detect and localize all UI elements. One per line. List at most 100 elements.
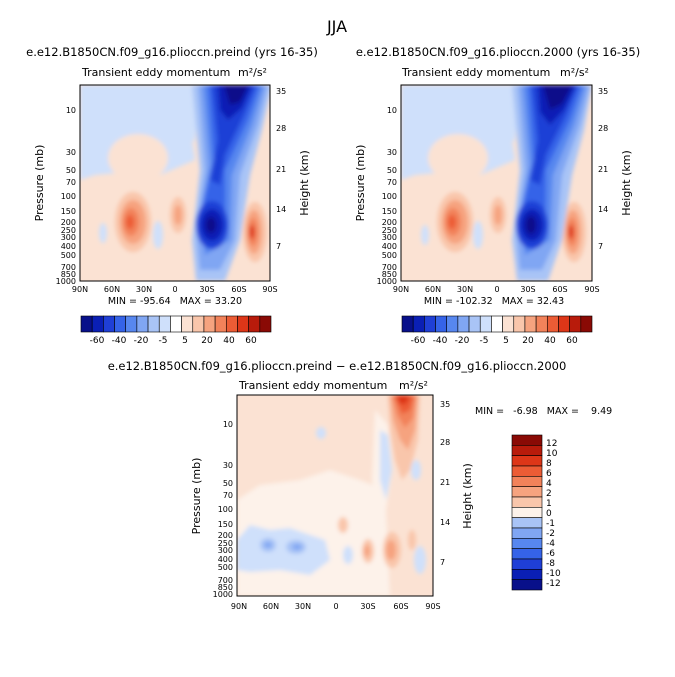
y-tick-label: 300 xyxy=(218,546,233,555)
x-tick-label: 0 xyxy=(494,285,499,294)
height-tick-label: 28 xyxy=(276,124,286,133)
y-axis-left: 10 30 50 70 100 150 200 250 300 400 500 … xyxy=(56,106,76,286)
colorbar-swatch xyxy=(491,315,503,333)
heatmap-field xyxy=(237,395,433,596)
x-axis: 90N 60N 30N 0 30S 60S 90S xyxy=(231,602,441,611)
x-tick-label: 90S xyxy=(425,602,440,611)
colorbar-swatch xyxy=(511,548,543,560)
y-tick-label: 200 xyxy=(61,218,76,227)
plot-frame xyxy=(400,84,593,282)
panel-subtitle: Transient eddy momentum xyxy=(401,66,550,79)
colorbar-swatch xyxy=(546,315,559,333)
colorbar-swatch xyxy=(511,558,543,570)
height-tick-label: 28 xyxy=(598,124,608,133)
colorbar-label: 12 xyxy=(546,439,557,449)
heatmap-field xyxy=(80,85,270,281)
colorbar-swatch xyxy=(511,465,543,477)
x-tick-label: 30S xyxy=(360,602,375,611)
height-tick-label: 28 xyxy=(440,438,450,447)
colorbar-label: 60 xyxy=(566,336,578,346)
y-axis-left: 10 30 50 70 100 150 200 250 300 400 500 … xyxy=(377,106,397,286)
colorbar-labels: -60 -40 -20 -5 5 20 40 60 xyxy=(90,336,257,346)
colorbar-label: -1 xyxy=(546,519,555,529)
height-tick-label: 21 xyxy=(598,165,608,174)
x-tick-label: 60S xyxy=(393,602,408,611)
colorbar-swatch xyxy=(103,315,115,333)
colorbar-label: 4 xyxy=(546,479,552,489)
colorbar-swatch xyxy=(446,315,459,333)
colorbar-label: 2 xyxy=(546,489,552,499)
y-tick-label: 150 xyxy=(382,207,397,216)
height-tick-label: 14 xyxy=(276,205,286,214)
y-tick-label: 100 xyxy=(61,192,76,201)
colorbar-swatch xyxy=(524,315,537,333)
colorbar-label: 60 xyxy=(245,336,257,346)
y-tick-label: 50 xyxy=(223,479,233,488)
y-axis-right: 35 28 21 14 7 xyxy=(276,87,286,251)
colorbar-label: 20 xyxy=(201,336,213,346)
y-axis-left: 10 30 50 70 100 150 200 250 300 400 500 … xyxy=(213,420,233,599)
colorbar-swatch xyxy=(511,507,543,518)
colorbar-swatch xyxy=(181,315,194,333)
colorbar-swatch xyxy=(511,569,543,580)
y-tick-label: 1000 xyxy=(377,277,397,286)
colorbar-labels: -60 -40 -20 -5 5 20 40 60 xyxy=(411,336,578,346)
colorbar-label: -20 xyxy=(455,336,470,346)
colorbar-swatch xyxy=(558,315,570,333)
panel-units: m²/s² xyxy=(399,379,428,392)
min-max-stats: MIN = -6.98 MAX = 9.49 xyxy=(475,406,612,417)
x-tick-label: 0 xyxy=(172,285,177,294)
colorbar-swatch xyxy=(511,538,543,549)
x-tick-label: 60N xyxy=(263,602,279,611)
panel-title: e.e12.B1850CN.f09_g16.plioccn.preind (yr… xyxy=(26,45,318,59)
colorbar-label: -40 xyxy=(112,336,127,346)
colorbar-swatch xyxy=(225,315,238,333)
y-tick-label: 700 xyxy=(382,263,397,272)
colorbar-swatch xyxy=(147,315,160,333)
x-tick-label: 90N xyxy=(231,602,247,611)
y-tick-label: 150 xyxy=(61,207,76,216)
y-tick-label: 700 xyxy=(61,263,76,272)
y-axis-right: 35 28 21 14 7 xyxy=(598,87,608,251)
height-tick-label: 21 xyxy=(276,165,286,174)
y-tick-label: 400 xyxy=(218,555,233,564)
y-tick-label: 500 xyxy=(218,563,233,572)
y-axis-label: Pressure (mb) xyxy=(354,145,367,222)
colorbar-swatch xyxy=(511,496,543,508)
panel-subtitle: Transient eddy momentum xyxy=(238,379,387,392)
plot-frame xyxy=(79,84,271,282)
colorbar xyxy=(80,315,272,333)
colorbar-label: -2 xyxy=(546,529,555,539)
y-tick-label: 400 xyxy=(61,242,76,251)
figure-title: JJA xyxy=(326,17,347,36)
colorbar-swatch xyxy=(412,315,425,333)
x-tick-label: 30N xyxy=(136,285,152,294)
colorbar-label: -6 xyxy=(546,549,555,559)
colorbar-label: 5 xyxy=(182,336,188,346)
colorbar-swatch xyxy=(580,315,593,333)
colorbar-swatch xyxy=(237,315,249,333)
y-tick-label: 10 xyxy=(223,420,233,429)
colorbar-swatch xyxy=(511,476,543,487)
y-tick-label: 500 xyxy=(61,251,76,260)
colorbar-label: -5 xyxy=(480,336,489,346)
colorbar-swatch xyxy=(170,315,182,333)
colorbar-label: -4 xyxy=(546,539,555,549)
y-tick-label: 50 xyxy=(387,166,397,175)
y-tick-label: 1000 xyxy=(56,277,76,286)
colorbar-swatch xyxy=(511,486,543,498)
y-tick-label: 700 xyxy=(218,576,233,585)
colorbar-label: 40 xyxy=(544,336,556,346)
colorbar-label: 10 xyxy=(546,449,558,459)
height-tick-label: 35 xyxy=(440,400,450,409)
y-tick-label: 50 xyxy=(66,166,76,175)
height-tick-label: 7 xyxy=(440,558,445,567)
y-tick-label: 200 xyxy=(382,218,397,227)
y-tick-label: 200 xyxy=(218,531,233,540)
colorbar-label: 6 xyxy=(546,469,552,479)
colorbar-swatch xyxy=(468,315,481,333)
colorbar-swatch xyxy=(259,315,272,333)
colorbar-swatch xyxy=(91,315,104,333)
y-tick-label: 250 xyxy=(382,226,397,235)
colorbar-swatch xyxy=(511,445,543,456)
